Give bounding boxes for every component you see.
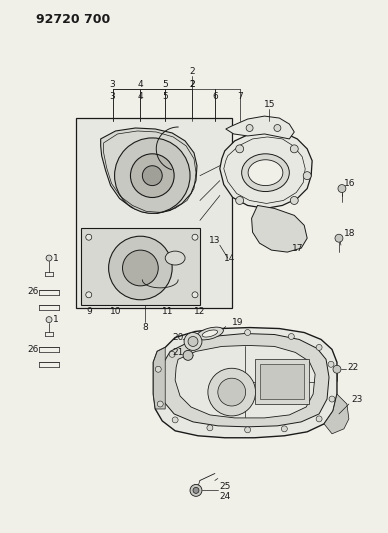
Circle shape: [192, 234, 198, 240]
Circle shape: [197, 335, 203, 341]
Text: 14: 14: [224, 254, 236, 263]
Text: 19: 19: [232, 318, 243, 327]
Circle shape: [236, 197, 244, 205]
Circle shape: [142, 166, 162, 185]
Circle shape: [207, 425, 213, 431]
Text: 4: 4: [138, 80, 143, 89]
Text: 4: 4: [138, 92, 143, 101]
Circle shape: [288, 334, 294, 340]
Ellipse shape: [165, 251, 185, 265]
Circle shape: [316, 416, 322, 422]
Circle shape: [335, 234, 343, 242]
Circle shape: [157, 401, 163, 407]
Bar: [255, 359, 309, 404]
Text: 9: 9: [86, 307, 92, 316]
Circle shape: [281, 426, 288, 432]
Text: 25: 25: [220, 482, 231, 491]
Circle shape: [169, 351, 175, 357]
Text: 17: 17: [291, 244, 303, 253]
Circle shape: [245, 329, 251, 335]
Circle shape: [86, 234, 92, 240]
Text: 20: 20: [172, 333, 184, 342]
Text: 22: 22: [347, 363, 358, 372]
Circle shape: [236, 145, 244, 153]
Text: 7: 7: [237, 92, 242, 101]
Circle shape: [208, 368, 256, 416]
Circle shape: [193, 487, 199, 494]
Circle shape: [130, 154, 174, 198]
Polygon shape: [251, 205, 307, 252]
Polygon shape: [324, 394, 349, 434]
Circle shape: [46, 255, 52, 261]
Text: 5: 5: [162, 92, 168, 101]
Polygon shape: [220, 131, 312, 208]
Circle shape: [184, 333, 202, 350]
Text: 5: 5: [162, 80, 168, 89]
Ellipse shape: [248, 160, 283, 185]
Circle shape: [190, 484, 202, 496]
Circle shape: [218, 378, 246, 406]
Text: 6: 6: [212, 92, 218, 101]
Text: 2: 2: [189, 80, 195, 89]
Bar: [76, 118, 232, 308]
Circle shape: [245, 427, 251, 433]
Text: 18: 18: [344, 229, 355, 238]
Bar: [260, 364, 304, 399]
Text: 92720 700: 92720 700: [36, 13, 111, 26]
Text: 10: 10: [110, 307, 121, 316]
Text: 24: 24: [220, 492, 231, 501]
Text: 23: 23: [351, 394, 362, 403]
Text: 1: 1: [53, 315, 59, 324]
Circle shape: [155, 366, 161, 372]
Polygon shape: [226, 116, 294, 139]
Polygon shape: [153, 348, 165, 409]
Text: 3: 3: [110, 80, 116, 89]
Text: 1: 1: [53, 254, 59, 263]
Circle shape: [183, 350, 193, 360]
Ellipse shape: [242, 154, 289, 191]
Polygon shape: [161, 334, 329, 427]
Text: 2: 2: [189, 67, 195, 76]
Circle shape: [246, 125, 253, 132]
Polygon shape: [175, 345, 315, 418]
Text: 3: 3: [110, 92, 116, 101]
Text: 12: 12: [194, 307, 206, 316]
Circle shape: [338, 184, 346, 192]
Text: 8: 8: [142, 323, 148, 332]
Polygon shape: [153, 328, 337, 438]
Circle shape: [316, 344, 322, 350]
Circle shape: [328, 361, 334, 367]
Text: 15: 15: [264, 100, 275, 109]
Circle shape: [172, 417, 178, 423]
Circle shape: [188, 336, 198, 346]
Circle shape: [123, 250, 158, 286]
Text: 2: 2: [189, 80, 195, 89]
Circle shape: [86, 292, 92, 298]
Circle shape: [109, 236, 172, 300]
Text: 21: 21: [172, 348, 184, 357]
Text: 13: 13: [209, 236, 221, 245]
Text: 16: 16: [344, 179, 355, 188]
Circle shape: [274, 125, 281, 132]
Ellipse shape: [196, 327, 223, 340]
Text: 11: 11: [163, 307, 174, 316]
Circle shape: [192, 292, 198, 298]
Circle shape: [329, 396, 335, 402]
Circle shape: [333, 365, 341, 373]
Circle shape: [114, 138, 190, 213]
Text: 26: 26: [28, 345, 39, 354]
Circle shape: [303, 172, 311, 180]
Text: 26: 26: [28, 287, 39, 296]
Circle shape: [290, 197, 298, 205]
Circle shape: [290, 145, 298, 153]
Polygon shape: [81, 228, 200, 305]
Polygon shape: [100, 128, 197, 213]
Circle shape: [46, 317, 52, 322]
Ellipse shape: [202, 330, 218, 337]
